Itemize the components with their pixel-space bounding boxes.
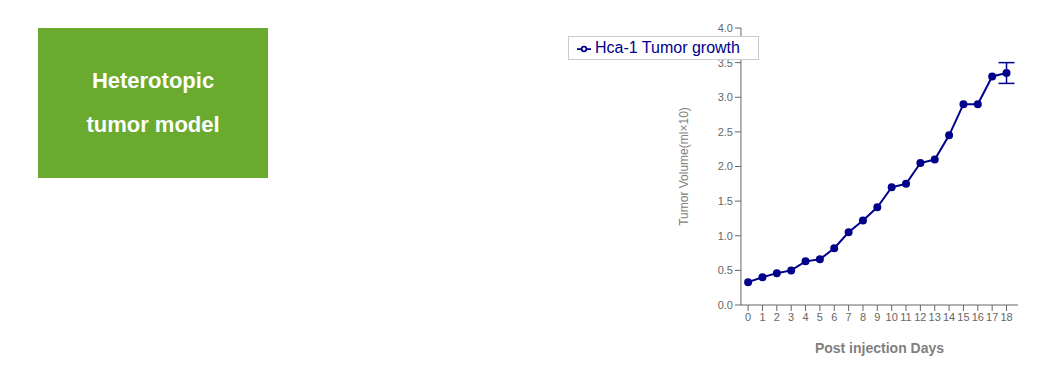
svg-text:3.5: 3.5 xyxy=(718,57,733,69)
svg-text:14: 14 xyxy=(943,311,955,323)
svg-text:3: 3 xyxy=(788,311,794,323)
svg-text:8: 8 xyxy=(860,311,866,323)
svg-text:9: 9 xyxy=(874,311,880,323)
svg-text:0: 0 xyxy=(745,311,751,323)
svg-text:18: 18 xyxy=(1000,311,1012,323)
svg-text:2: 2 xyxy=(774,311,780,323)
svg-text:3.0: 3.0 xyxy=(718,91,733,103)
html-text:Heterotopic: Heterotopic xyxy=(91,68,215,93)
svg-text:0.5: 0.5 xyxy=(718,264,733,276)
html-text:Hca-1 Tumor growth: Hca-1 Tumor growth xyxy=(595,39,740,56)
svg-text:1.5: 1.5 xyxy=(718,195,733,207)
svg-text:0.0: 0.0 xyxy=(718,299,733,311)
svg-text:1.0: 1.0 xyxy=(718,230,733,242)
svg-text:4: 4 xyxy=(802,311,808,323)
svg-text:17: 17 xyxy=(986,311,998,323)
svg-text:2.0: 2.0 xyxy=(718,160,733,172)
svg-text:16: 16 xyxy=(972,311,984,323)
svg-text:10: 10 xyxy=(886,311,898,323)
svg-text:13: 13 xyxy=(929,311,941,323)
svg-text:5: 5 xyxy=(817,311,823,323)
svg-text:15: 15 xyxy=(957,311,969,323)
svg-text:6: 6 xyxy=(831,311,837,323)
svg-text:Post injection Days: Post injection Days xyxy=(815,340,944,356)
svg-text:Tumor Volume(ml×10): Tumor Volume(ml×10) xyxy=(677,107,691,226)
svg-text:7: 7 xyxy=(846,311,852,323)
svg-text:12: 12 xyxy=(914,311,926,323)
svg-text:4.0: 4.0 xyxy=(718,22,733,34)
html-text:tumor model: tumor model xyxy=(86,112,220,137)
svg-text:1: 1 xyxy=(759,311,765,323)
svg-text:11: 11 xyxy=(900,311,911,323)
svg-text:2.5: 2.5 xyxy=(718,126,733,138)
